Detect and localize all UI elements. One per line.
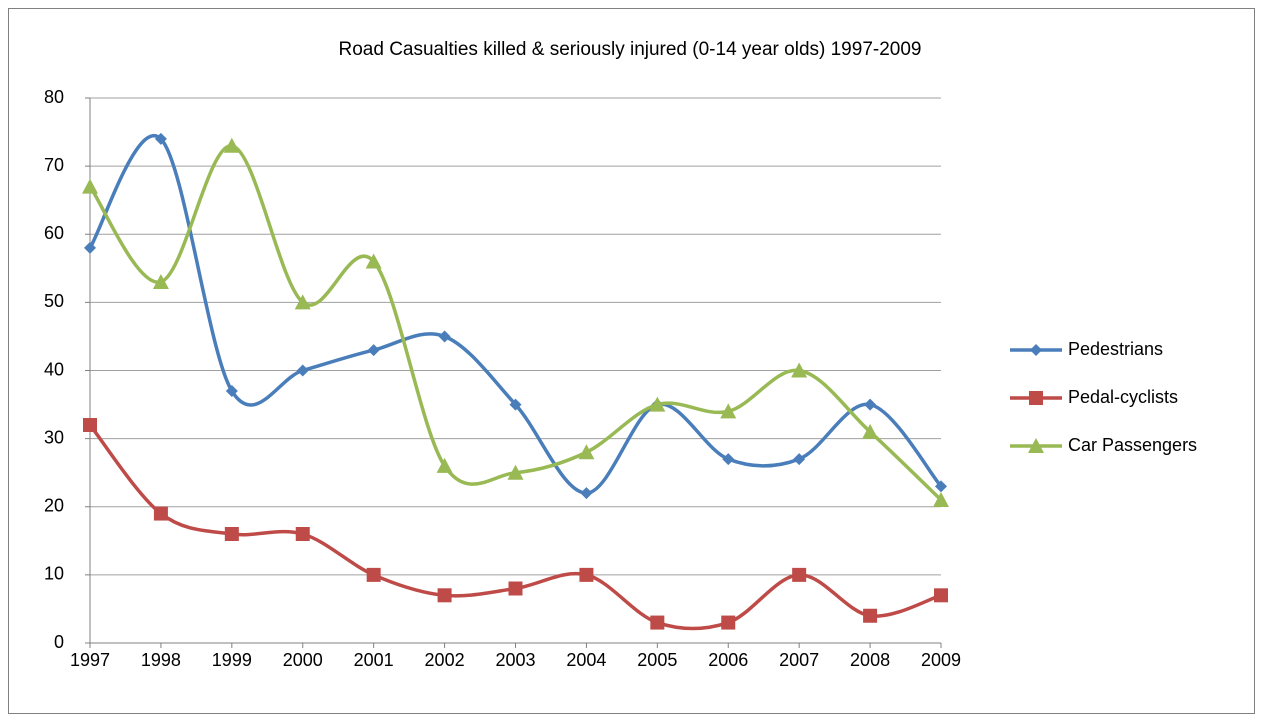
marker (507, 464, 524, 480)
marker (294, 294, 311, 310)
y-tick-label: 80 (44, 87, 64, 107)
y-tick-label: 70 (44, 155, 64, 175)
marker (721, 615, 736, 630)
y-tick-label: 0 (54, 632, 64, 652)
marker (862, 423, 879, 439)
x-tick-label: 2003 (495, 650, 535, 670)
x-tick-label: 1999 (212, 650, 252, 670)
y-tick-label: 50 (44, 291, 64, 311)
marker (933, 491, 949, 507)
marker (792, 567, 807, 582)
marker (437, 588, 452, 603)
marker (650, 615, 665, 630)
legend-label: Pedestrians (1068, 339, 1163, 359)
marker (720, 403, 737, 419)
marker (436, 457, 453, 473)
x-tick-label: 2005 (637, 650, 677, 670)
y-tick-label: 10 (44, 564, 64, 584)
marker (649, 396, 666, 412)
legend-label: Pedal-cyclists (1068, 387, 1178, 407)
marker (579, 567, 594, 582)
x-tick-label: 1998 (141, 650, 181, 670)
legend-label: Car Passengers (1068, 435, 1197, 455)
y-tick-label: 40 (44, 359, 64, 379)
x-tick-label: 2006 (708, 650, 748, 670)
marker (295, 527, 310, 541)
marker (864, 398, 877, 411)
marker (578, 444, 595, 460)
x-tick-label: 2004 (566, 650, 606, 670)
marker (438, 330, 451, 343)
marker (793, 453, 806, 466)
marker (224, 527, 239, 541)
x-tick-label: 2009 (921, 650, 961, 670)
marker (82, 178, 98, 194)
legend-marker (1028, 438, 1044, 453)
marker (509, 398, 522, 411)
x-tick-label: 2008 (850, 650, 890, 670)
marker (580, 487, 593, 500)
chart-frame (8, 8, 1255, 714)
chart-title: Road Casualties killed & seriously injur… (339, 39, 922, 60)
marker (152, 273, 169, 289)
y-tick-label: 20 (44, 496, 64, 516)
marker (83, 418, 97, 432)
y-tick-label: 60 (44, 223, 64, 243)
marker (223, 137, 240, 153)
marker (154, 132, 167, 145)
legend-marker (1030, 344, 1042, 356)
marker (367, 344, 380, 357)
marker (84, 241, 96, 254)
y-tick-label: 30 (44, 427, 64, 447)
x-tick-label: 2001 (354, 650, 394, 670)
marker (365, 253, 382, 269)
marker (935, 480, 947, 493)
marker (366, 567, 381, 582)
marker (225, 384, 238, 397)
marker (508, 581, 523, 596)
marker (863, 608, 878, 623)
marker (791, 362, 808, 378)
legend-marker (1029, 391, 1043, 405)
marker (153, 506, 168, 521)
series-line (88, 143, 943, 502)
x-tick-label: 2007 (779, 650, 819, 670)
x-tick-label: 1997 (70, 650, 110, 670)
x-tick-label: 2000 (283, 650, 323, 670)
marker (934, 588, 948, 603)
marker (722, 453, 735, 466)
marker (296, 364, 309, 377)
x-tick-label: 2002 (425, 650, 465, 670)
